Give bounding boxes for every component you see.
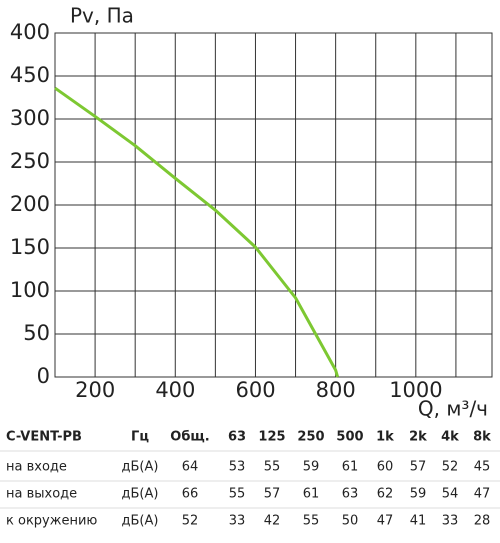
table-header: 2k [409,430,427,445]
y-tick-label: 450 [10,63,50,87]
table-header: 500 [336,430,363,445]
curve [54,86,340,378]
table-header: 125 [258,430,285,445]
table-cell: к окружению [6,514,97,529]
table-cell: 54 [442,487,459,502]
y-tick-label: 50 [23,321,50,345]
table-cell: на выходе [6,487,77,502]
table-header: 63 [228,430,246,445]
table-cell: 52 [182,514,199,529]
table-cell: 60 [377,460,394,475]
table-cell: 55 [229,487,246,502]
table-header: Общ. [170,430,209,445]
y-tick-label: 300 [10,106,50,130]
table-header: C-VENT-PB [6,430,82,445]
table-cell: 52 [442,460,459,475]
table-header: 8k [473,430,491,445]
table-cell: 42 [264,514,281,529]
table-header: Гц [131,430,149,445]
x-tick-label: 1000 [389,378,442,402]
table-cell: 63 [342,487,359,502]
table-cell: 57 [264,487,281,502]
table-header: 250 [297,430,324,445]
y-tick-label: 400 [10,20,50,44]
table-cell: 41 [410,514,427,529]
x-tick-label: 800 [316,378,356,402]
table-cell: 33 [229,514,246,529]
table-cell: на входе [6,460,67,475]
table-cell: 55 [264,460,281,475]
table-header: 1k [376,430,394,445]
y-tick-label: 150 [10,235,50,259]
x-tick-label: 200 [75,378,115,402]
y-tick-label: 0 [37,364,50,388]
table-cell: 61 [303,487,320,502]
table-cell: 28 [474,514,491,529]
x-tick-label: 600 [236,378,276,402]
table-cell: 47 [377,514,394,529]
y-tick-label: 250 [10,149,50,173]
x-axis-title: Q, м³/ч [418,397,488,421]
x-tick-label: 400 [155,378,195,402]
table-cell: 57 [410,460,427,475]
table-cell: 61 [342,460,359,475]
table-cell: 45 [474,460,491,475]
table-cell: 47 [474,487,491,502]
table-cell: 64 [182,460,199,475]
table-cell: 53 [229,460,246,475]
y-axis-title: Pv, Па [70,4,134,28]
table-cell: 66 [182,487,199,502]
table-cell: 50 [342,514,359,529]
table-cell: 55 [303,514,320,529]
table-cell: дБ(А) [122,487,159,502]
table-cell: дБ(А) [122,460,159,475]
table-cell: дБ(А) [122,514,159,529]
y-tick-label: 100 [10,278,50,302]
plot-frame [54,32,493,378]
y-tick-label: 200 [10,192,50,216]
table-cell: 33 [442,514,459,529]
table-cell: 62 [377,487,394,502]
table-cell: 59 [410,487,427,502]
table-cell: 59 [303,460,320,475]
table-header: 4k [441,430,459,445]
